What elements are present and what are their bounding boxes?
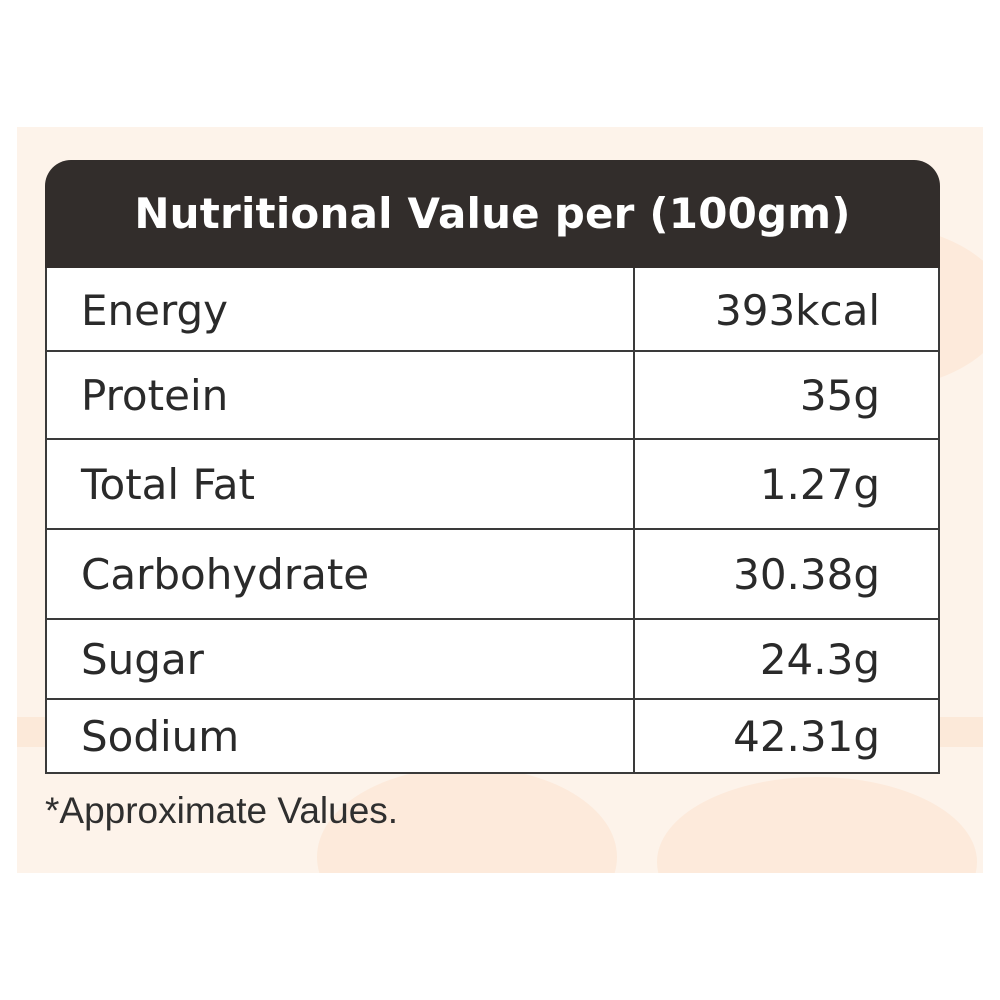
nutrient-value: 42.31g [733, 711, 880, 761]
nutrient-name: Protein [47, 352, 635, 438]
nutrition-table: Energy 393kcal Protein 35g Total Fat 1.2… [45, 268, 940, 774]
table-row: Sodium 42.31g [47, 698, 938, 772]
nutrient-value: 30.38g [733, 549, 880, 599]
table-title: Nutritional Value per (100gm) [134, 188, 851, 238]
table-row: Sugar 24.3g [47, 618, 938, 698]
table-header: Nutritional Value per (100gm) [45, 160, 940, 268]
table-row: Total Fat 1.27g [47, 438, 938, 528]
nutrient-value: 1.27g [759, 459, 880, 509]
nutrient-value: 24.3g [759, 634, 880, 684]
nutrient-value: 35g [799, 370, 880, 420]
nutrition-card: Nutritional Value per (100gm) Energy 393… [45, 160, 940, 774]
footnote: *Approximate Values. [45, 790, 399, 831]
background-blob [657, 777, 977, 873]
table-row: Protein 35g [47, 350, 938, 438]
nutrient-name: Energy [47, 268, 635, 352]
nutrient-value: 393kcal [715, 285, 880, 335]
nutrient-name: Sodium [47, 700, 635, 772]
nutrient-name: Sugar [47, 620, 635, 698]
table-row: Energy 393kcal [47, 268, 938, 352]
nutrient-name: Total Fat [47, 440, 635, 528]
nutrient-name: Carbohydrate [47, 530, 635, 618]
table-row: Carbohydrate 30.38g [47, 528, 938, 618]
